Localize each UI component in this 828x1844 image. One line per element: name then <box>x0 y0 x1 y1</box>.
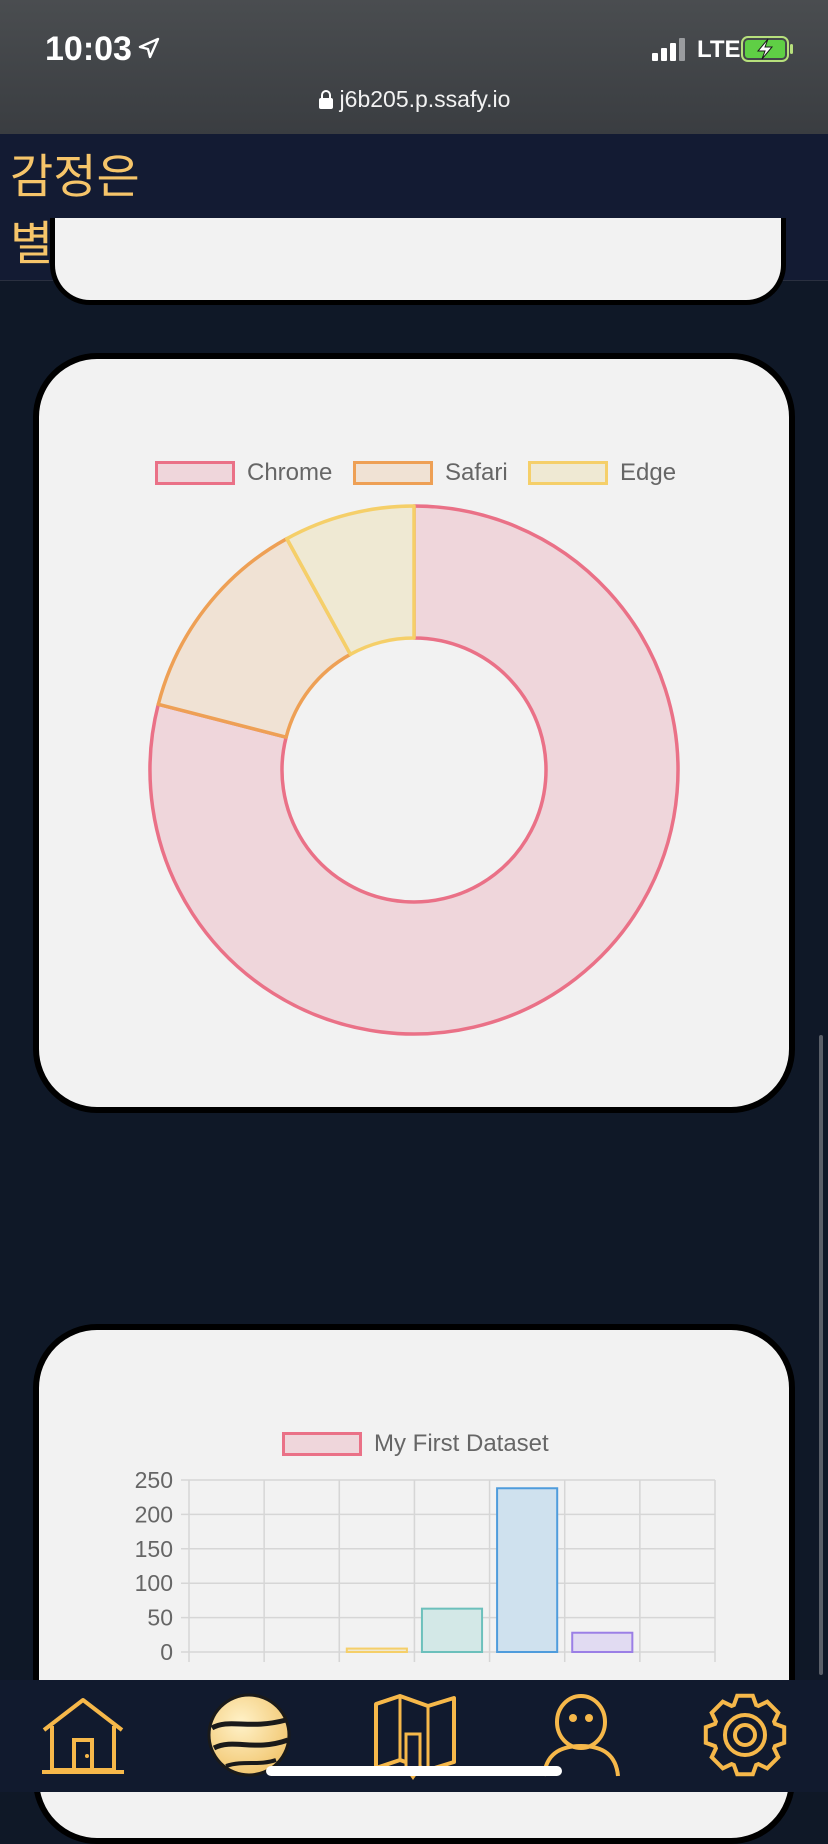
home-icon[interactable] <box>38 1690 128 1780</box>
legend-label-safari: Safari <box>445 459 508 486</box>
status-bar: 10:03 LTE j6b205.p.ssafy.io <box>0 0 828 134</box>
x-tick-label: THU <box>504 1671 551 1676</box>
x-tick-label: MON <box>275 1671 329 1676</box>
x-tick-label: TUE <box>354 1671 400 1676</box>
status-time: 10:03 <box>45 30 132 68</box>
bar-thu <box>496 1487 559 1653</box>
y-tick-label: 0 <box>160 1639 173 1665</box>
legend-label-edge: Edge <box>620 459 677 486</box>
y-tick-label: 200 <box>135 1501 173 1527</box>
address-bar[interactable]: j6b205.p.ssafy.io <box>0 86 828 113</box>
x-tick-label: SUN <box>202 1671 251 1676</box>
doughnut-chart-card: Chrome Safari Edge <box>33 353 795 1113</box>
doughnut-chart <box>148 504 680 1036</box>
y-tick-label: 100 <box>135 1570 173 1596</box>
lock-icon <box>318 90 333 109</box>
bar-chart: 0 50 100 150 200 250 SUN MON TUE WED THU FRI SAT <box>135 1467 716 1676</box>
map-icon[interactable] <box>370 1690 460 1780</box>
doughnut-slice-chrome <box>148 504 680 1036</box>
doughnut-slice-edge <box>285 504 416 657</box>
legend-label-chrome: Chrome <box>247 459 333 486</box>
bar-wed <box>420 1607 484 1654</box>
profile-icon[interactable] <box>536 1690 626 1780</box>
x-tick-label: SAT <box>656 1671 699 1676</box>
home-indicator[interactable] <box>266 1766 562 1776</box>
signal-bars-icon <box>652 38 685 61</box>
y-tick-label: 150 <box>135 1536 173 1562</box>
legend-swatch-dataset <box>282 1432 362 1456</box>
y-tick-label: 50 <box>147 1605 173 1631</box>
location-arrow-icon <box>138 37 160 59</box>
bar-tue <box>345 1647 408 1653</box>
gear-icon[interactable] <box>700 1690 790 1780</box>
legend-swatch-chrome <box>155 461 235 485</box>
x-tick-label: FRI <box>584 1671 621 1676</box>
bottom-nav <box>0 1680 828 1792</box>
network-type: LTE <box>697 36 741 63</box>
planet-icon[interactable] <box>204 1690 294 1780</box>
previous-card <box>50 218 786 305</box>
y-tick-label: 250 <box>135 1467 173 1493</box>
scrollbar-thumb[interactable] <box>819 1035 823 1675</box>
url-text: j6b205.p.ssafy.io <box>339 86 511 112</box>
legend-swatch-safari <box>353 461 433 485</box>
bar-fri <box>571 1631 634 1653</box>
legend-label-dataset: My First Dataset <box>374 1430 549 1457</box>
title-line-1: 감정은 <box>10 150 140 205</box>
battery-charging-icon <box>741 36 793 62</box>
x-tick-label: WED <box>425 1671 479 1676</box>
legend-swatch-edge <box>528 461 608 485</box>
